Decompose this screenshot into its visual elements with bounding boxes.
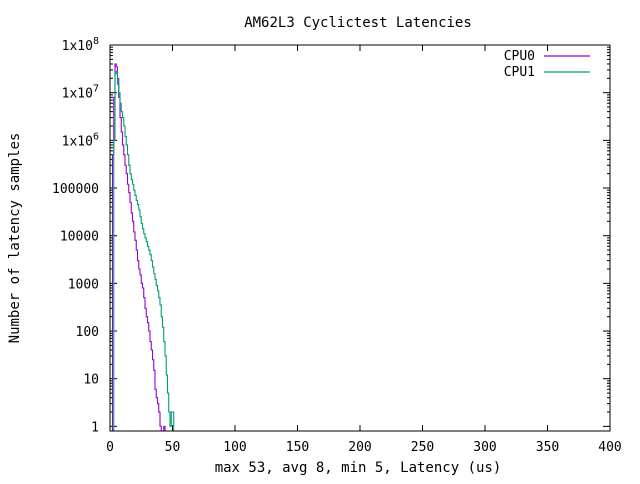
- series-line-cpu1: [110, 70, 178, 432]
- x-tick-label: 350: [536, 440, 559, 455]
- y-tick-label: 10000: [60, 230, 99, 245]
- y-tick-label-base: 1x10: [62, 87, 93, 102]
- legend-label-cpu0: CPU0: [504, 49, 535, 64]
- x-tick-label: 200: [348, 440, 371, 455]
- x-tick-label: 50: [165, 440, 181, 455]
- legend-label-cpu1: CPU1: [504, 65, 535, 80]
- y-tick-label: 100: [76, 325, 99, 340]
- y-axis-label: Number of latency samples: [7, 133, 23, 344]
- x-tick-label: 400: [598, 440, 621, 455]
- x-tick-label: 0: [106, 440, 114, 455]
- y-tick-label: 1x106: [62, 131, 99, 149]
- series-line-cpu0: [110, 63, 178, 432]
- y-tick-label: 1000: [68, 277, 99, 292]
- x-tick-label: 150: [286, 440, 309, 455]
- y-tick-label: 10: [83, 373, 99, 388]
- x-tick-label: 300: [473, 440, 496, 455]
- x-tick-label: 250: [411, 440, 434, 455]
- legend: CPU0 CPU1: [504, 49, 590, 80]
- y-tick-label-base: 1x10: [62, 39, 93, 54]
- y-tick-label-exponent: 7: [93, 84, 99, 95]
- x-axis-ticks: 0 50 100 150 200 250 300 350 400: [106, 45, 622, 455]
- chart-title: AM62L3 Cyclictest Latencies: [244, 15, 472, 31]
- plot-frame: [109, 44, 611, 432]
- y-tick-label-exponent: 8: [93, 36, 99, 47]
- y-tick-label-exponent: 6: [93, 131, 99, 142]
- y-tick-label: 1: [91, 420, 99, 435]
- x-tick-label: 100: [223, 440, 246, 455]
- y-tick-label: 100000: [52, 182, 99, 197]
- y-tick-label: 1x108: [62, 36, 99, 54]
- x-axis-label: max 53, avg 8, min 5, Latency (us): [215, 460, 502, 476]
- y-tick-label: 1x107: [62, 84, 99, 102]
- y-tick-label-base: 1x10: [62, 134, 93, 149]
- series-group: [110, 63, 178, 432]
